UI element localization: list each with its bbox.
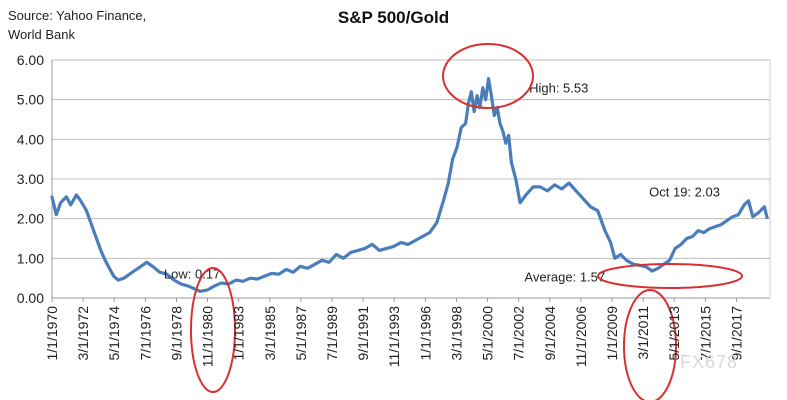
- highlight-circles: [190, 43, 743, 400]
- plot-frame: [51, 60, 771, 299]
- chart-title: S&P 500/Gold: [337, 8, 450, 27]
- x-tick-label: 3/1/1972: [75, 306, 91, 361]
- watermark: FX678: [680, 352, 739, 372]
- annotation-label: High: 5.53: [529, 81, 588, 96]
- x-tick-label: 5/1/1987: [293, 306, 309, 361]
- x-tick-label: 7/1/2002: [511, 306, 527, 361]
- x-tick-label: 9/1/2017: [729, 306, 745, 361]
- x-tick-label: 7/1/1989: [324, 306, 340, 361]
- x-tick-label: 1/1/1970: [44, 306, 60, 361]
- x-tick-label: 5/1/2013: [666, 306, 682, 361]
- x-tick-label: 1/1/1996: [417, 306, 433, 361]
- y-tick-label: 5.00: [17, 92, 44, 108]
- y-tick-label: 4.00: [17, 131, 44, 147]
- y-axis-ticks: 0.00 1.00 2.00 3.00 4.00 5.00 6.00: [17, 52, 44, 306]
- grid-lines: [52, 59, 770, 259]
- y-tick-label: 1.00: [17, 250, 44, 266]
- x-axis-ticks: 1/1/1970 3/1/1972 5/1/1974 7/1/1976 9/1/1978…: [44, 298, 745, 367]
- x-tick-label: 5/1/1974: [106, 306, 122, 361]
- annotation-label: Oct 19: 2.03: [649, 184, 720, 199]
- x-tick-label: 1/1/2009: [604, 306, 620, 361]
- x-tick-label: 3/1/1985: [262, 306, 278, 361]
- x-tick-label: 1/1/1983: [231, 306, 247, 361]
- highlight-circle-2011: [623, 289, 677, 400]
- x-tick-label: 11/1/1993: [386, 306, 402, 367]
- y-tick-label: 2.00: [17, 211, 44, 227]
- x-tick-label: 3/1/2011: [635, 306, 651, 360]
- x-tick-label: 9/1/2004: [542, 306, 558, 361]
- x-tick-label: 9/1/1991: [355, 306, 371, 361]
- source-note: Source: Yahoo Finance, World Bank: [8, 6, 146, 44]
- y-tick-label: 0.00: [17, 290, 44, 306]
- source-line-1: Source: Yahoo Finance,: [8, 8, 147, 23]
- x-tick-label: 11/1/2006: [573, 306, 589, 367]
- y-tick-label: 6.00: [17, 52, 44, 68]
- source-line-2: World Bank: [8, 27, 75, 42]
- sp500-gold-ratio-line: [50, 76, 769, 293]
- x-tick-label: 3/1/1998: [449, 306, 465, 361]
- x-tick-label: 11/1/1980: [200, 306, 216, 367]
- x-tick-label: 5/1/2000: [480, 306, 496, 361]
- highlight-circle-average: [597, 263, 743, 289]
- x-tick-label: 9/1/1978: [169, 306, 185, 361]
- series-line: [50, 76, 769, 293]
- highlight-circle-low: [190, 267, 236, 393]
- highlight-circle-high: [442, 43, 534, 109]
- annotation-label: Average: 1.57: [524, 269, 605, 284]
- x-tick-label: 7/1/1976: [137, 306, 153, 361]
- y-tick-label: 3.00: [17, 171, 44, 187]
- x-tick-label: 7/1/2015: [697, 306, 713, 361]
